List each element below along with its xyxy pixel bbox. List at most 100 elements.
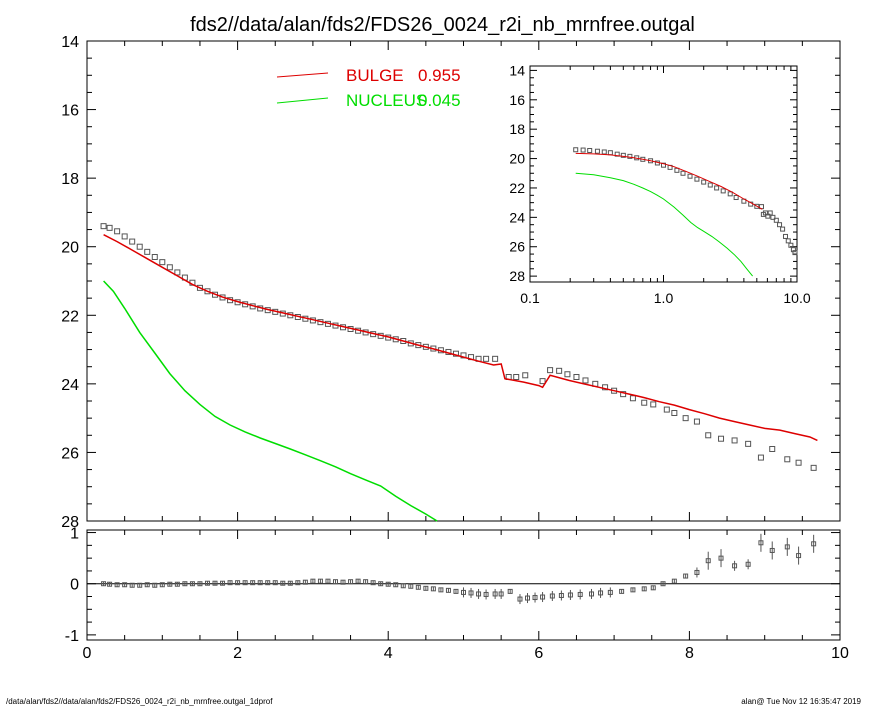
data-point <box>114 582 120 588</box>
data-point <box>287 580 293 586</box>
data-point <box>758 540 764 546</box>
data-point <box>196 284 203 291</box>
data-point <box>507 588 513 594</box>
data-point <box>629 395 636 402</box>
series-line-bulge <box>103 234 818 442</box>
y-tick-label: 20 <box>61 240 79 257</box>
x-tick-label: 10 <box>831 645 849 662</box>
data-point <box>189 581 195 587</box>
data-point <box>197 581 203 587</box>
data-point <box>114 228 121 235</box>
data-point <box>513 374 520 380</box>
y-tick-label: 26 <box>509 239 525 255</box>
data-point <box>385 581 391 587</box>
data-point <box>220 580 226 586</box>
data-point <box>745 561 751 567</box>
data-point <box>257 580 263 586</box>
data-point <box>310 578 316 584</box>
data-point <box>810 464 817 471</box>
y-tick-label: 14 <box>61 34 79 51</box>
data-point <box>476 591 482 597</box>
data-point <box>393 582 399 588</box>
inset-data-point <box>782 233 788 239</box>
data-point <box>483 591 489 597</box>
data-point <box>650 401 657 408</box>
data-point <box>122 582 128 588</box>
y-tick-label: 16 <box>509 92 525 108</box>
data-point <box>694 569 700 575</box>
inset-data-point <box>785 238 791 244</box>
data-point <box>663 406 670 413</box>
data-point <box>718 555 724 561</box>
data-point <box>408 583 414 589</box>
x-tick-label: 0 <box>83 645 92 662</box>
data-point <box>811 541 817 547</box>
inset-data-point <box>680 170 686 176</box>
inset-data-point <box>661 162 666 168</box>
data-point <box>272 580 278 586</box>
y-tick-label: 18 <box>61 171 79 188</box>
data-point <box>693 418 700 425</box>
x-tick-label: 2 <box>233 645 242 662</box>
y-tick-label: 14 <box>509 62 525 78</box>
x-tick-label: 1.0 <box>654 290 674 306</box>
data-point <box>498 591 504 597</box>
footer-path: /data/alan/fds2//data/alan/fds2/FDS26_00… <box>6 697 273 706</box>
data-point <box>151 254 158 260</box>
data-point <box>671 578 677 584</box>
data-point <box>582 377 589 384</box>
data-point <box>100 223 107 230</box>
data-point <box>522 372 529 379</box>
data-point <box>166 264 173 271</box>
data-point <box>492 591 498 597</box>
data-point <box>683 573 689 579</box>
y-tick-label: -1 <box>65 628 79 645</box>
legend-line-nucleus <box>276 97 329 104</box>
inset-data-point <box>587 147 593 153</box>
data-point <box>539 378 546 385</box>
inset-data-point <box>777 222 783 228</box>
data-point <box>671 410 678 416</box>
data-point <box>705 432 712 439</box>
data-point <box>745 440 752 447</box>
data-point <box>235 580 241 586</box>
inset-data-point <box>780 226 786 232</box>
data-point <box>106 224 113 231</box>
data-point <box>317 578 323 584</box>
inset-panel: 14 16 18 20 22 24 26 28 0.1 1.0 10.0 <box>509 62 810 306</box>
data-point <box>144 582 150 588</box>
data-point <box>540 594 546 600</box>
data-point <box>121 233 128 240</box>
data-point <box>567 592 573 598</box>
y-tick-label: 24 <box>509 209 525 225</box>
inset-data-point <box>733 195 739 201</box>
data-point <box>302 579 308 585</box>
data-point <box>525 595 531 601</box>
data-point <box>641 586 647 592</box>
data-point <box>468 590 474 596</box>
x-tick-label: 6 <box>534 645 543 662</box>
data-point <box>795 459 802 466</box>
footer-user-time: alan@ Tue Nov 12 16:35:47 2019 <box>741 697 861 706</box>
inset-data-point <box>620 152 626 158</box>
data-point <box>492 355 499 362</box>
data-point <box>564 371 571 378</box>
inset-series-line-bulge <box>575 152 763 210</box>
data-point <box>295 580 301 586</box>
inset-data-point <box>694 176 700 182</box>
data-point <box>558 592 564 598</box>
inset-data-point <box>770 214 776 220</box>
inset-data-point <box>594 148 600 154</box>
inset-data-point <box>788 242 794 248</box>
x-tick-label: 8 <box>685 645 694 662</box>
data-point <box>461 589 466 595</box>
data-point <box>619 588 625 594</box>
data-point <box>641 399 648 406</box>
y-tick-label: 16 <box>61 103 79 120</box>
data-point <box>423 585 429 591</box>
data-point <box>682 415 689 422</box>
series-line-nucleus <box>103 280 438 522</box>
data-point <box>718 435 725 442</box>
data-point <box>630 587 636 593</box>
data-point <box>182 581 188 587</box>
